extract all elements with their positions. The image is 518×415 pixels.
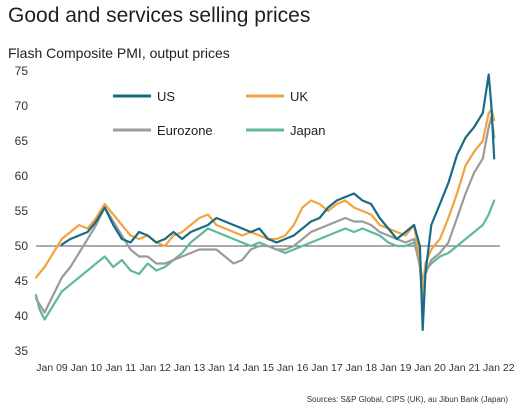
x-tick-label: Jan 09 xyxy=(36,362,68,374)
x-tick-label: Jan 15 xyxy=(242,362,274,374)
legend-label-uk: UK xyxy=(290,89,308,104)
legend-label-eurozone: Eurozone xyxy=(157,123,213,138)
x-tick-label: Jan 20 xyxy=(414,362,446,374)
series-line-us xyxy=(60,73,496,332)
x-tick-label: Jan 19 xyxy=(380,362,412,374)
x-tick-label: Jan 11 xyxy=(105,362,136,374)
legend-label-japan: Japan xyxy=(290,123,325,138)
x-tick-label: Jan 16 xyxy=(277,362,309,374)
x-tick-label: Jan 21 xyxy=(449,362,481,374)
x-tick-label: Jan 17 xyxy=(311,362,343,374)
source-note: Sources: S&P Global, CIPS (UK), au Jibun… xyxy=(306,395,508,404)
y-tick-label: 60 xyxy=(15,169,29,183)
y-tick-label: 40 xyxy=(15,309,29,323)
x-tick-label: Jan 12 xyxy=(139,362,171,374)
y-tick-label: 55 xyxy=(15,204,29,218)
x-tick-label: Jan 13 xyxy=(174,362,206,374)
x-tick-label: Jan 10 xyxy=(71,362,103,374)
x-tick-label: Jan 22 xyxy=(483,362,515,374)
series-line-uk xyxy=(34,108,496,293)
y-tick-label: 35 xyxy=(15,344,29,358)
chart-subtitle: Flash Composite PMI, output prices xyxy=(8,45,230,61)
series-line-eurozone xyxy=(34,115,496,314)
y-tick-label: 70 xyxy=(15,99,29,113)
legend-label-us: US xyxy=(157,89,175,104)
series-line-japan xyxy=(34,199,496,321)
y-tick-label: 50 xyxy=(15,239,29,253)
x-tick-label: Jan 18 xyxy=(346,362,378,374)
y-tick-label: 75 xyxy=(15,64,29,78)
x-tick-label: Jan 14 xyxy=(208,362,240,374)
chart-title: Good and services selling prices xyxy=(8,4,311,27)
y-tick-label: 45 xyxy=(15,274,29,288)
y-tick-label: 65 xyxy=(15,134,29,148)
